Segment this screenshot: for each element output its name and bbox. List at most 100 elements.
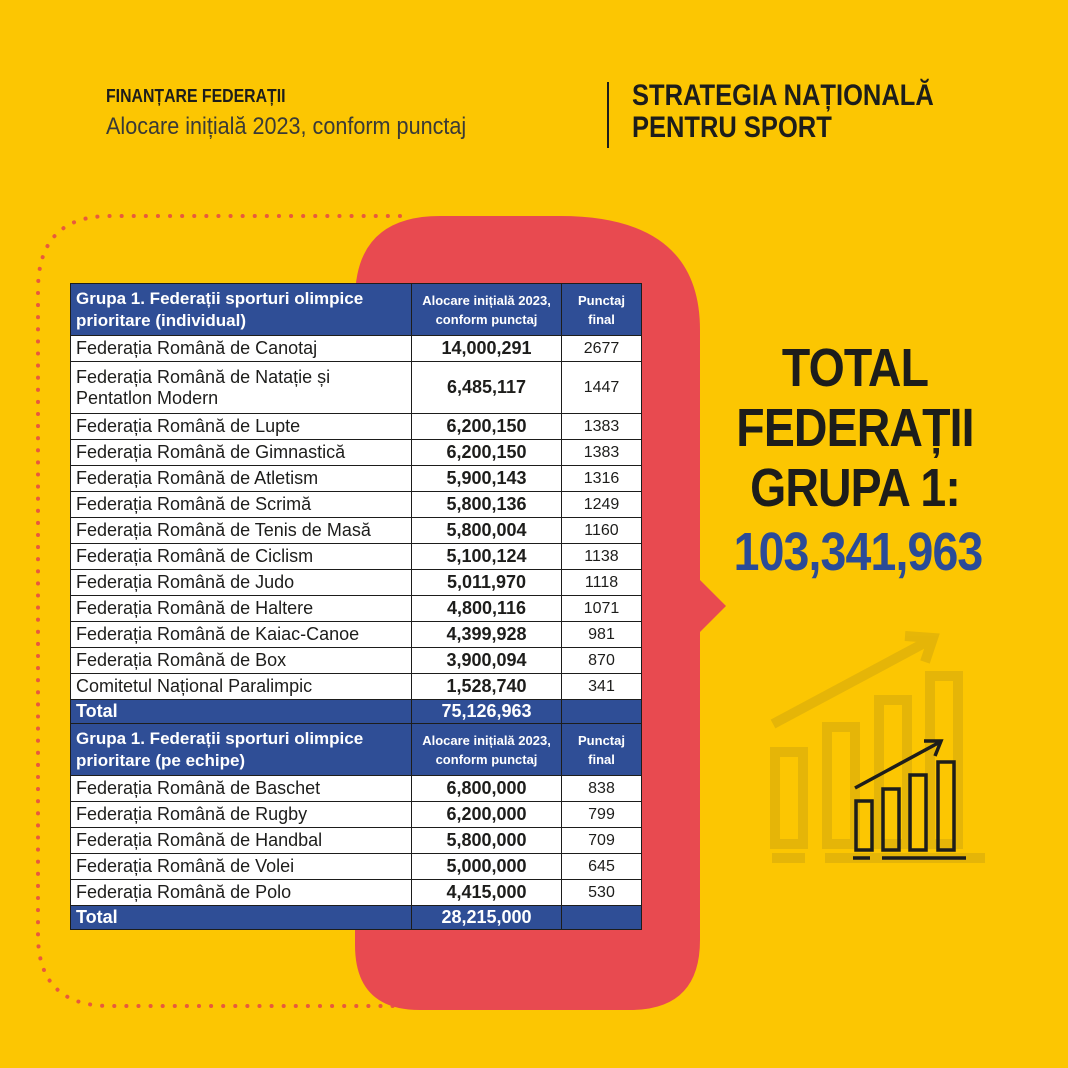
- allocation-cell: 6,800,000: [411, 775, 562, 802]
- name-cell: Federația Română de Polo: [70, 879, 412, 906]
- growth-chart-icon: [770, 631, 985, 863]
- summary-total-value: 103,341,963: [733, 522, 984, 582]
- allocation-cell: Alocare inițială 2023, conform punctaj: [411, 723, 562, 776]
- allocation-cell: 6,485,117: [411, 361, 562, 414]
- score-cell: 799: [561, 801, 642, 828]
- name-cell: Federația Română de Canotaj: [70, 335, 412, 362]
- summary-line1: TOTAL: [781, 338, 929, 398]
- score-cell: 1316: [561, 465, 642, 492]
- score-cell: 341: [561, 673, 642, 700]
- allocation-cell: 6,200,150: [411, 413, 562, 440]
- name-cell: Federația Română de Haltere: [70, 595, 412, 622]
- score-cell: 1383: [561, 413, 642, 440]
- summary-line3: GRUPA 1:: [750, 458, 961, 518]
- allocation-cell: 5,100,124: [411, 543, 562, 570]
- header-subtitle: Alocare inițială 2023, conform punctaj: [106, 113, 467, 140]
- score-cell: Punctaj final: [561, 283, 642, 336]
- name-cell: Federația Română de Natație și Pentatlon…: [70, 361, 412, 414]
- name-cell: Total: [70, 905, 412, 930]
- name-cell: Federația Română de Gimnastică: [70, 439, 412, 466]
- score-cell: 1118: [561, 569, 642, 596]
- allocation-cell: 5,800,004: [411, 517, 562, 544]
- allocation-cell: 6,200,000: [411, 801, 562, 828]
- table-row: Federația Română de Polo 4,415,000 530: [70, 879, 642, 906]
- score-cell: 1160: [561, 517, 642, 544]
- header-kicker: FINANȚARE FEDERAȚII: [106, 86, 286, 106]
- allocation-cell: 4,800,116: [411, 595, 562, 622]
- header-divider: [607, 82, 609, 148]
- name-cell: Federația Română de Judo: [70, 569, 412, 596]
- table-row: Federația Română de Natație și Pentatlon…: [70, 361, 642, 414]
- name-cell: Federația Română de Atletism: [70, 465, 412, 492]
- score-cell: [561, 905, 642, 930]
- table-row: Federația Română de Box 3,900,094 870: [70, 647, 642, 674]
- summary-line2: FEDERAȚII: [736, 398, 974, 458]
- table-row: Federația Română de Gimnastică 6,200,150 1…: [70, 439, 642, 466]
- allocation-cell: 3,900,094: [411, 647, 562, 674]
- allocation-cell: 5,000,000: [411, 853, 562, 880]
- brand-line2: PENTRU SPORT: [632, 111, 832, 144]
- score-cell: 1447: [561, 361, 642, 414]
- dotted-frame: [36, 214, 402, 1008]
- table-row: Federația Română de Ciclism 5,100,124 1138: [70, 543, 642, 570]
- table-row: Federația Română de Scrimă 5,800,136 1249: [70, 491, 642, 518]
- table-row: Federația Română de Canotaj 14,000,291 267…: [70, 335, 642, 362]
- allocation-cell: 4,399,928: [411, 621, 562, 648]
- allocation-cell: 28,215,000: [411, 905, 562, 930]
- table-header-row: Grupa 1. Federații sporturi olimpice pri…: [70, 283, 642, 336]
- name-cell: Federația Română de Handbal: [70, 827, 412, 854]
- name-cell: Federația Română de Ciclism: [70, 543, 412, 570]
- score-cell: [561, 699, 642, 724]
- score-cell: 709: [561, 827, 642, 854]
- table-row: Federația Română de Volei 5,000,000 645: [70, 853, 642, 880]
- score-cell: 1071: [561, 595, 642, 622]
- allocation-cell: Alocare inițială 2023, conform punctaj: [411, 283, 562, 336]
- score-cell: 530: [561, 879, 642, 906]
- score-cell: 838: [561, 775, 642, 802]
- name-cell: Federația Română de Volei: [70, 853, 412, 880]
- allocation-table: Grupa 1. Federații sporturi olimpice pri…: [70, 283, 642, 930]
- allocation-cell: 5,011,970: [411, 569, 562, 596]
- name-cell: Federația Română de Tenis de Masă: [70, 517, 412, 544]
- allocation-cell: 1,528,740: [411, 673, 562, 700]
- name-cell: Federația Română de Box: [70, 647, 412, 674]
- name-cell: Comitetul Național Paralimpic: [70, 673, 412, 700]
- table-row: Federația Română de Lupte 6,200,150 1383: [70, 413, 642, 440]
- table-total-row: Total 28,215,000: [70, 905, 642, 930]
- name-cell: Grupa 1. Federații sporturi olimpice pri…: [70, 723, 412, 776]
- score-cell: 870: [561, 647, 642, 674]
- score-cell: 1138: [561, 543, 642, 570]
- name-cell: Federația Română de Baschet: [70, 775, 412, 802]
- score-cell: 1383: [561, 439, 642, 466]
- table-row: Federația Română de Rugby 6,200,000 799: [70, 801, 642, 828]
- table-row: Federația Română de Baschet 6,800,000 838: [70, 775, 642, 802]
- allocation-cell: 6,200,150: [411, 439, 562, 466]
- table-row: Federația Română de Atletism 5,900,143 131…: [70, 465, 642, 492]
- table-row: Comitetul Național Paralimpic 1,528,740 34…: [70, 673, 642, 700]
- name-cell: Total: [70, 699, 412, 724]
- score-cell: 981: [561, 621, 642, 648]
- allocation-cell: 14,000,291: [411, 335, 562, 362]
- table-row: Federația Română de Haltere 4,800,116 1071: [70, 595, 642, 622]
- table-total-row: Total 75,126,963: [70, 699, 642, 724]
- table-header-row: Grupa 1. Federații sporturi olimpice pri…: [70, 723, 642, 776]
- table-row: Federația Română de Judo 5,011,970 1118: [70, 569, 642, 596]
- table-row: Federația Română de Kaiac-Canoe 4,399,928…: [70, 621, 642, 648]
- allocation-cell: 4,415,000: [411, 879, 562, 906]
- score-cell: 1249: [561, 491, 642, 518]
- allocation-cell: 5,900,143: [411, 465, 562, 492]
- brand-line1: STRATEGIA NAȚIONALĂ: [632, 79, 934, 112]
- brand-title: STRATEGIA NAȚIONALĂ PENTRU SPORT: [632, 80, 934, 144]
- name-cell: Federația Română de Rugby: [70, 801, 412, 828]
- name-cell: Federația Română de Lupte: [70, 413, 412, 440]
- name-cell: Federația Română de Scrimă: [70, 491, 412, 518]
- name-cell: Grupa 1. Federații sporturi olimpice pri…: [70, 283, 412, 336]
- score-cell: 2677: [561, 335, 642, 362]
- score-cell: Punctaj final: [561, 723, 642, 776]
- table-row: Federația Română de Handbal 5,800,000 709: [70, 827, 642, 854]
- allocation-cell: 5,800,136: [411, 491, 562, 518]
- allocation-cell: 75,126,963: [411, 699, 562, 724]
- allocation-cell: 5,800,000: [411, 827, 562, 854]
- name-cell: Federația Română de Kaiac-Canoe: [70, 621, 412, 648]
- score-cell: 645: [561, 853, 642, 880]
